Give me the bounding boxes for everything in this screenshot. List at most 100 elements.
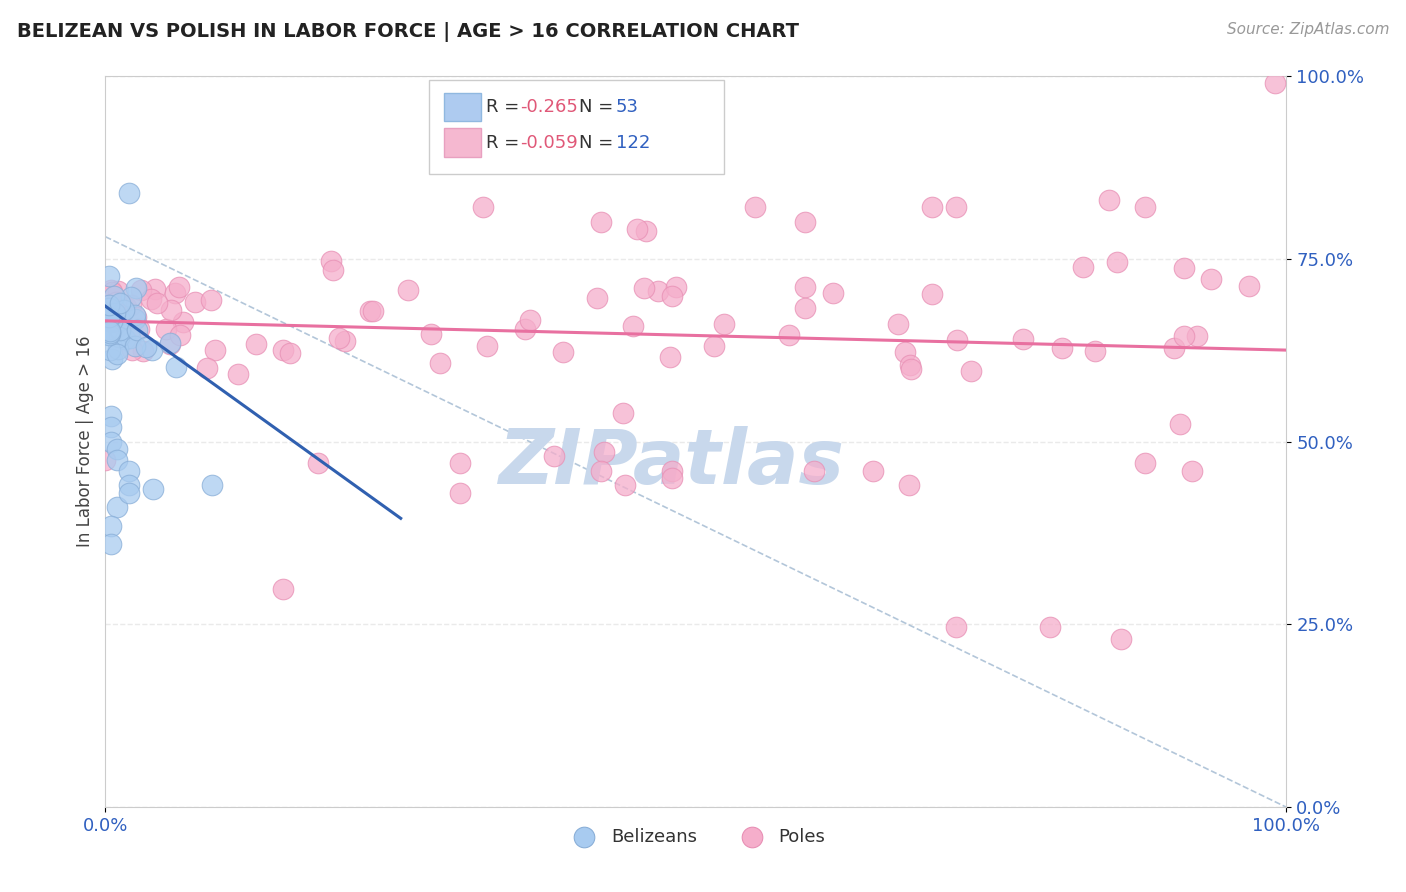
Point bbox=[108, 299, 131, 313]
Point bbox=[165, 360, 187, 375]
Point bbox=[661, 289, 683, 303]
Point bbox=[125, 281, 148, 295]
Point bbox=[621, 319, 644, 334]
Text: -0.059: -0.059 bbox=[520, 134, 578, 152]
Point bbox=[1012, 332, 1035, 346]
Point bbox=[1039, 619, 1062, 633]
Point bbox=[921, 287, 943, 301]
Point bbox=[1105, 254, 1128, 268]
Point bbox=[703, 339, 725, 353]
Point bbox=[591, 464, 613, 478]
Y-axis label: In Labor Force | Age > 16: In Labor Force | Age > 16 bbox=[76, 335, 94, 548]
Text: 122: 122 bbox=[616, 134, 650, 152]
Point bbox=[105, 442, 128, 456]
Point bbox=[945, 201, 967, 215]
Point bbox=[118, 485, 141, 500]
Point bbox=[124, 312, 146, 326]
Point bbox=[98, 328, 121, 343]
Point bbox=[333, 334, 356, 348]
Point bbox=[100, 283, 122, 297]
Point bbox=[1133, 201, 1156, 215]
Point bbox=[103, 312, 125, 326]
Point bbox=[271, 343, 294, 357]
Point bbox=[1237, 279, 1260, 293]
Point bbox=[100, 420, 122, 434]
Point bbox=[145, 295, 167, 310]
Point bbox=[201, 478, 224, 492]
Point bbox=[183, 295, 205, 310]
Point bbox=[105, 453, 128, 467]
Point bbox=[160, 303, 183, 318]
Point bbox=[125, 323, 148, 337]
Point bbox=[204, 343, 226, 357]
Point bbox=[921, 201, 943, 215]
Point bbox=[107, 330, 129, 344]
Point bbox=[551, 344, 574, 359]
Point bbox=[226, 367, 249, 381]
Point bbox=[1163, 341, 1185, 355]
Text: Source: ZipAtlas.com: Source: ZipAtlas.com bbox=[1226, 22, 1389, 37]
Point bbox=[100, 314, 122, 328]
Point bbox=[98, 326, 121, 340]
Point bbox=[321, 254, 343, 268]
Point bbox=[135, 340, 157, 354]
Point bbox=[159, 337, 181, 351]
Point bbox=[114, 332, 136, 346]
Point bbox=[472, 201, 495, 215]
Point bbox=[586, 291, 609, 305]
Point bbox=[125, 310, 148, 324]
Point bbox=[121, 343, 143, 357]
Point bbox=[94, 453, 117, 467]
Point bbox=[945, 619, 967, 633]
Point bbox=[163, 286, 186, 301]
Point bbox=[1133, 457, 1156, 471]
Point bbox=[105, 346, 128, 360]
Point bbox=[794, 279, 817, 293]
Point bbox=[128, 321, 150, 335]
Point bbox=[98, 268, 121, 283]
Point bbox=[713, 317, 735, 331]
Point bbox=[946, 333, 969, 347]
Point bbox=[245, 337, 267, 351]
Point bbox=[591, 215, 613, 229]
Point bbox=[98, 324, 121, 338]
Point bbox=[143, 282, 166, 296]
Point bbox=[661, 464, 683, 478]
Point bbox=[449, 485, 471, 500]
Text: -0.265: -0.265 bbox=[520, 98, 578, 116]
Point bbox=[121, 290, 143, 304]
Point bbox=[1168, 417, 1191, 432]
Point bbox=[322, 263, 344, 277]
Point bbox=[200, 293, 222, 307]
Point bbox=[1264, 76, 1286, 90]
Point bbox=[103, 308, 125, 322]
Point bbox=[100, 307, 122, 321]
Point bbox=[100, 518, 122, 533]
Point bbox=[278, 346, 301, 360]
Point bbox=[328, 331, 350, 345]
Point bbox=[1052, 341, 1074, 355]
Point bbox=[100, 434, 122, 449]
Point bbox=[1084, 344, 1107, 359]
Point bbox=[1181, 464, 1204, 478]
Point bbox=[100, 409, 122, 423]
Point bbox=[1185, 329, 1208, 343]
Point bbox=[361, 303, 384, 318]
Point bbox=[108, 296, 131, 310]
Point bbox=[142, 482, 165, 496]
Point bbox=[98, 326, 121, 341]
Point bbox=[1173, 261, 1195, 276]
Point bbox=[647, 284, 669, 298]
Point bbox=[103, 311, 125, 326]
Point bbox=[665, 280, 688, 294]
Point bbox=[111, 317, 134, 331]
Text: BELIZEAN VS POLISH IN LABOR FORCE | AGE > 16 CORRELATION CHART: BELIZEAN VS POLISH IN LABOR FORCE | AGE … bbox=[17, 22, 799, 42]
Point bbox=[960, 364, 983, 378]
Point bbox=[626, 222, 648, 236]
Point bbox=[1071, 260, 1094, 275]
Point bbox=[98, 301, 121, 316]
Point bbox=[1098, 193, 1121, 207]
Point bbox=[592, 445, 614, 459]
Point bbox=[115, 300, 138, 314]
Text: R =: R = bbox=[486, 98, 526, 116]
